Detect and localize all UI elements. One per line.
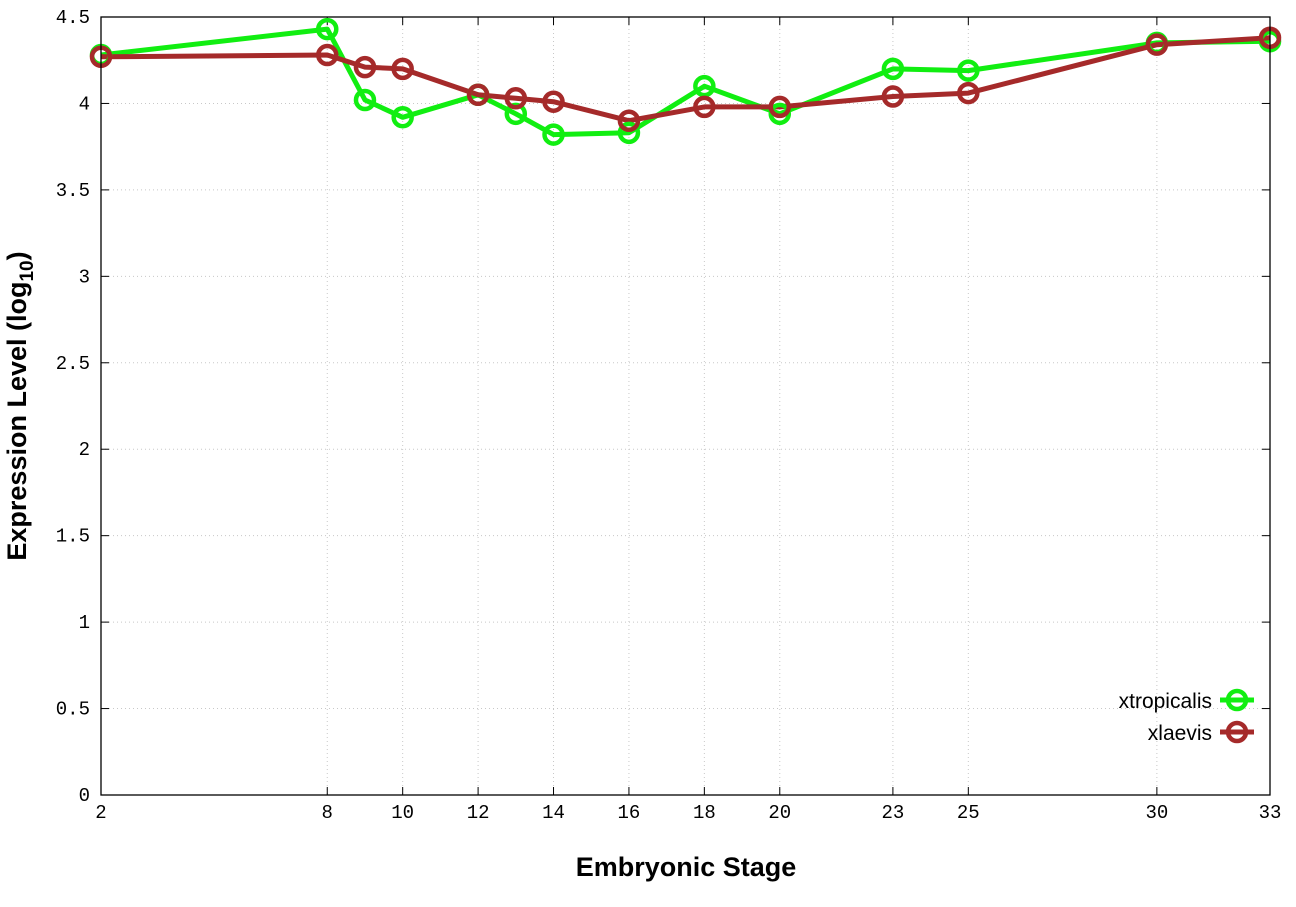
- y-tick-label: 1.5: [56, 526, 90, 548]
- data-point-xlaevis: [466, 83, 490, 107]
- legend-marker-xlaevis: [1225, 720, 1249, 744]
- series-line-xtropicalis: [100, 26, 1271, 138]
- series-lines: [100, 26, 1271, 138]
- data-point-xtropicalis: [768, 102, 792, 126]
- data-point-xtropicalis: [504, 102, 528, 126]
- x-tick-label: 14: [542, 802, 565, 824]
- y-tick-label: 1: [79, 612, 90, 634]
- legend-label-xlaevis: xlaevis: [1148, 722, 1212, 745]
- plot-frame: [100, 16, 1271, 796]
- legend-marker-xtropicalis: [1225, 688, 1249, 712]
- data-point-xlaevis: [881, 85, 905, 108]
- x-axis-title: Embryonic Stage: [576, 852, 797, 882]
- data-point-xtropicalis: [693, 74, 716, 98]
- data-point-xtropicalis: [542, 123, 565, 146]
- x-tick-label: 18: [693, 802, 716, 824]
- grid: [101, 17, 1270, 795]
- data-point-xtropicalis: [316, 17, 339, 41]
- x-tick-label: 2: [95, 802, 106, 824]
- data-point-xlaevis: [957, 81, 980, 105]
- y-axis-title-subscript: 10: [17, 260, 38, 281]
- x-tick-label: 30: [1145, 802, 1168, 824]
- series-points: [89, 17, 1282, 146]
- data-point-xlaevis: [504, 87, 528, 110]
- data-point-xlaevis: [542, 90, 565, 113]
- x-tick-label: 10: [391, 802, 414, 824]
- legend: xtropicalis xlaevis: [1119, 688, 1254, 745]
- x-tick-label: 12: [467, 802, 490, 824]
- axis-ticks: 0 0.5 1 1.5 2 2.5 3 3.5 4 4.5 2 8 10 12 14 16 18 20 23 25 30…: [56, 7, 1282, 824]
- data-point-xlaevis: [353, 55, 377, 79]
- data-point-xtropicalis: [391, 106, 414, 129]
- data-point-xlaevis: [316, 43, 339, 67]
- y-tick-label: 2.5: [56, 353, 90, 375]
- x-tick-label: 8: [322, 802, 333, 824]
- x-tick-label: 25: [957, 802, 980, 824]
- y-tick-label: 0.5: [56, 699, 90, 721]
- y-tick-label: 4.5: [56, 7, 90, 29]
- y-tick-label: 4: [79, 93, 90, 115]
- y-tick-label: 3.5: [56, 180, 90, 202]
- y-tick-label: 3: [79, 266, 90, 288]
- data-point-xlaevis: [617, 109, 641, 132]
- data-point-xtropicalis: [617, 121, 641, 145]
- x-tick-label: 23: [881, 802, 904, 824]
- y-tick-label: 0: [79, 785, 90, 807]
- data-point-xlaevis: [391, 57, 414, 81]
- data-point-xlaevis: [1145, 33, 1169, 56]
- series-line-xlaevis: [100, 35, 1271, 124]
- y-axis-title-close: ): [2, 251, 32, 260]
- x-tick-label: 16: [618, 802, 641, 824]
- x-tick-label: 20: [768, 802, 791, 824]
- data-point-xlaevis: [693, 95, 716, 119]
- y-axis-title-main: Expression Level (log: [2, 282, 32, 561]
- data-point-xtropicalis: [957, 59, 980, 82]
- x-tick-label: 33: [1259, 802, 1282, 824]
- data-point-xtropicalis: [353, 88, 377, 112]
- y-axis-title: Expression Level (log10): [2, 251, 38, 560]
- legend-label-xtropicalis: xtropicalis: [1119, 690, 1212, 713]
- y-tick-label: 2: [79, 439, 90, 461]
- data-point-xlaevis: [768, 95, 792, 119]
- data-point-xtropicalis: [881, 57, 905, 81]
